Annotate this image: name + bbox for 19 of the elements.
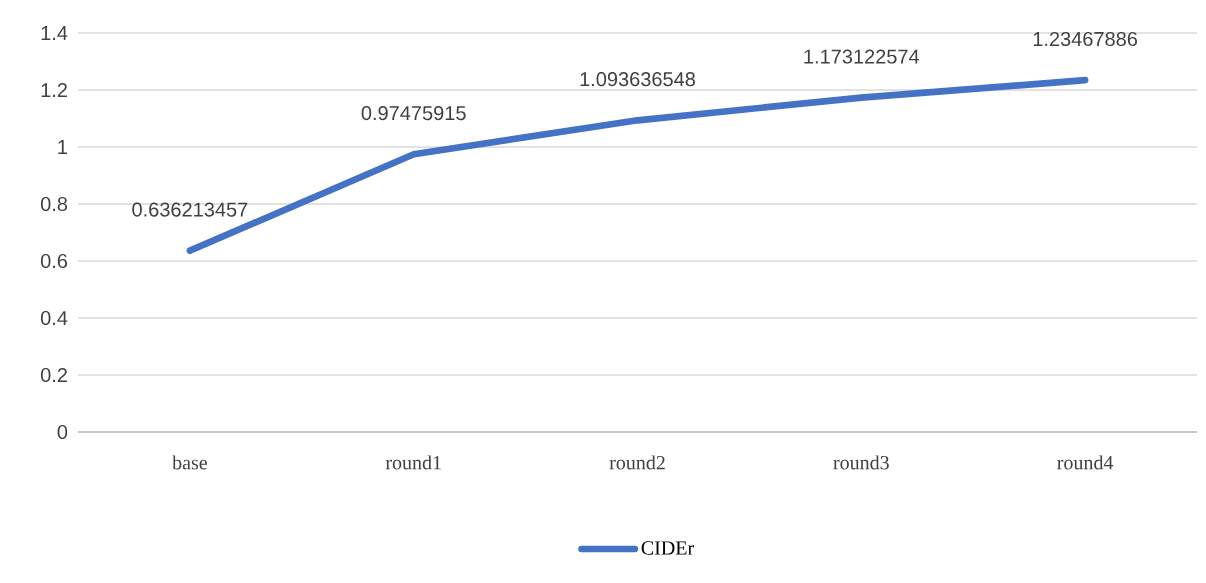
legend-label: CIDEr bbox=[641, 541, 694, 555]
y-tick-label: 0.2 bbox=[40, 367, 67, 383]
x-tick-label: round3 bbox=[833, 455, 889, 470]
y-tick-label: 1 bbox=[58, 140, 67, 154]
x-tick-label: round1 bbox=[385, 455, 441, 470]
data-label: 1.093636548 bbox=[580, 72, 695, 87]
data-label: 1.173122574 bbox=[804, 49, 920, 64]
data-label: 0.636213457 bbox=[132, 202, 248, 217]
y-tick-label: 1.4 bbox=[41, 26, 68, 40]
data-label: 0.97475915 bbox=[361, 105, 466, 121]
y-tick-label: 0.6 bbox=[40, 253, 68, 269]
x-tick-label: round4 bbox=[1057, 455, 1114, 470]
data-label: 1.23467886 bbox=[1033, 31, 1138, 47]
y-tick-label: 0.4 bbox=[40, 310, 68, 326]
y-tick-label: 0 bbox=[57, 424, 68, 440]
y-tick-label: 0.8 bbox=[40, 196, 68, 212]
x-tick-label: base bbox=[172, 455, 207, 470]
y-tick-label: 1.2 bbox=[41, 83, 67, 97]
x-tick-label: round2 bbox=[609, 455, 665, 470]
